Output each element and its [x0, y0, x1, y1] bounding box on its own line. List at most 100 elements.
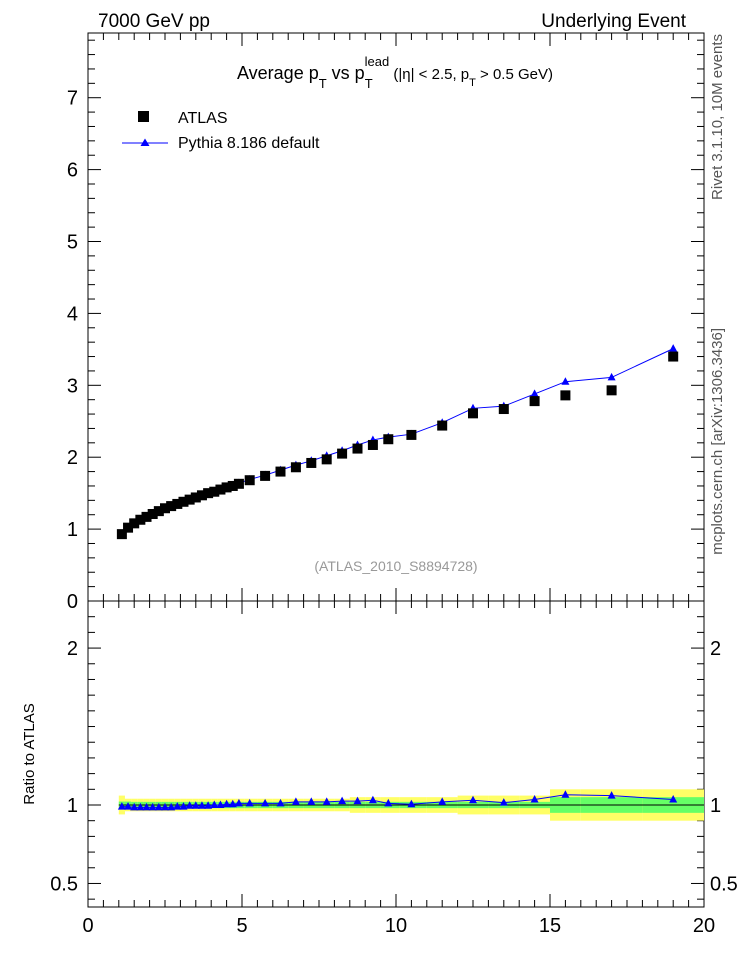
mc-ratio-point: [669, 795, 678, 803]
ratio-axis-ticks: 0.5 0.5 1 1 2 2: [50, 616, 738, 900]
y-tick-label: 7: [67, 88, 78, 110]
mc-ratio-point: [173, 802, 182, 810]
ratio-tick-label: 1: [67, 795, 78, 817]
mc-ratio-point: [322, 797, 331, 805]
mc-ratio-point: [130, 802, 139, 811]
data-point: [184, 494, 195, 505]
ratio-tick-label-right: 2: [710, 638, 721, 660]
data-point: [498, 404, 509, 415]
title-part-rest: (|η| < 2.5, p: [389, 66, 469, 83]
mc-ratio-point: [210, 800, 219, 808]
mc-ratio-point: [142, 802, 151, 811]
mc-point: [530, 389, 539, 397]
legend-data-label: ATLAS: [178, 110, 228, 127]
data-point: [141, 511, 152, 522]
mc-ratio-point: [368, 795, 377, 804]
mc-ratio-point: [228, 799, 237, 808]
mc-ratio-point: [185, 801, 194, 809]
data-point: [172, 498, 183, 509]
ratio-ylabel: Ratio to ATLAS: [21, 703, 38, 804]
y-tick-label: 4: [67, 303, 78, 325]
mc-ratio-point: [234, 798, 243, 807]
data-point: [221, 482, 232, 493]
data-point: [215, 484, 226, 495]
x-axis-ticks: 0 5 10 15 20: [82, 33, 715, 937]
mc-ratio-point: [469, 795, 477, 804]
data-point: [383, 434, 394, 445]
title-sup-2: lead: [365, 54, 390, 69]
data-point: [160, 503, 170, 514]
data-series-main: [116, 351, 679, 540]
rivet-info-label: Rivet 3.1.10, 10M events: [709, 34, 726, 200]
y-tick-label: 2: [67, 447, 78, 469]
y-tick-label: 5: [67, 232, 78, 254]
mc-ratio-point: [222, 799, 231, 808]
mc-ratio-point: [407, 799, 416, 808]
mc-ratio-point: [167, 802, 176, 811]
mc-ratio-point: [530, 795, 539, 803]
mc-series-ratio: [117, 790, 678, 811]
mc-point: [607, 372, 616, 381]
data-point: [244, 475, 255, 486]
data-point: [406, 429, 417, 440]
mc-line: [121, 348, 674, 536]
data-point: [227, 480, 238, 491]
data-point: [153, 506, 164, 517]
mc-ratio-point: [204, 801, 213, 809]
legend-data-marker: [138, 111, 149, 122]
title-sub-2: T: [365, 76, 373, 91]
mc-ratio-point: [276, 798, 285, 807]
data-point: [190, 492, 201, 503]
title-part-end: > 0.5 GeV): [476, 66, 553, 83]
y-tick-label: 0: [67, 591, 78, 613]
analysis-watermark: (ATLAS_2010_S8894728): [314, 558, 477, 574]
data-point: [306, 457, 317, 468]
data-point: [260, 470, 271, 481]
ratio-tick-label-right: 0.5: [710, 873, 738, 895]
ratio-tick-label-right: 1: [710, 795, 721, 817]
mc-ratio-point: [191, 801, 200, 809]
mc-series-main: [117, 344, 678, 538]
x-tick-label: 15: [539, 915, 561, 937]
title-part-main: Average p: [237, 63, 319, 83]
data-point: [529, 396, 540, 407]
data-point: [437, 420, 448, 431]
data-point: [275, 466, 286, 477]
mc-ratio-point: [307, 797, 316, 805]
data-point: [129, 518, 140, 529]
mc-ratio-point: [161, 802, 169, 811]
title-sub-1: T: [319, 76, 327, 91]
ratio-plot-frame: [87, 600, 705, 908]
data-point: [560, 390, 571, 401]
mc-ratio-point: [124, 802, 133, 810]
x-tick-label: 5: [236, 915, 247, 937]
data-point: [196, 490, 207, 501]
legend-mc-label: Pythia 8.186 default: [178, 135, 320, 152]
data-point: [203, 488, 214, 499]
ratio-tick-label: 0.5: [50, 873, 78, 895]
plot-title: Average pT vs pTlead (|η| < 2.5, pT > 0.…: [237, 54, 553, 91]
mc-ratio-point: [245, 798, 254, 807]
mc-ratio-point: [261, 798, 270, 807]
mc-point: [669, 344, 678, 352]
mcplots-info-label: mcplots.cern.ch [arXiv:1306.3436]: [709, 328, 726, 555]
data-point: [147, 509, 158, 520]
mc-ratio-point: [607, 791, 616, 799]
data-point: [166, 501, 177, 512]
data-point: [233, 478, 244, 489]
data-point: [606, 385, 617, 396]
mc-ratio-point: [154, 802, 163, 811]
legend-mc-marker: [140, 138, 150, 146]
mc-ratio-point: [148, 802, 157, 811]
ratio-tick-label: 2: [67, 638, 78, 660]
data-point: [668, 351, 679, 362]
x-tick-label: 0: [82, 915, 93, 937]
main-axis-ticks: 0 1 2 3 4 5 6 7: [67, 39, 704, 613]
data-point: [209, 486, 220, 497]
title-sub-3: T: [469, 77, 476, 89]
title-part-mid: vs p: [327, 63, 365, 83]
header-right-label: Underlying Event: [541, 11, 686, 32]
data-point: [123, 522, 134, 533]
mc-ratio-point: [353, 796, 362, 805]
